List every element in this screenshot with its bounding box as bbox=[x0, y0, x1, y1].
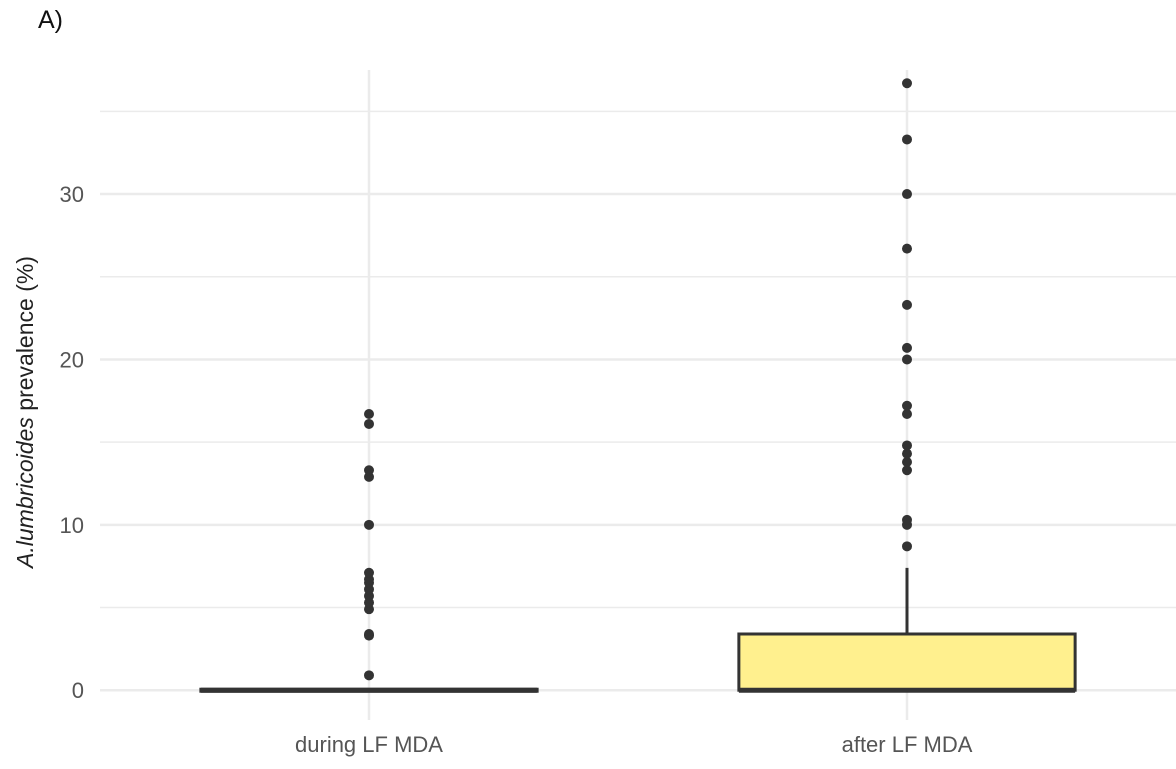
y-tick-label: 10 bbox=[60, 513, 84, 538]
outlier-point bbox=[364, 670, 374, 681]
boxes-layer bbox=[199, 567, 1077, 693]
outlier-point bbox=[364, 409, 374, 420]
x-tick-label: after LF MDA bbox=[842, 732, 973, 757]
outlier-point bbox=[902, 78, 912, 89]
y-axis-title: A.lumbricoides prevalence (%) bbox=[12, 256, 38, 570]
panel-label: A) bbox=[38, 6, 63, 34]
y-tick-label: 30 bbox=[60, 182, 84, 207]
outlier-points-layer bbox=[364, 78, 912, 681]
outlier-point bbox=[902, 514, 912, 525]
outlier-point bbox=[902, 243, 912, 254]
outlier-point bbox=[364, 628, 374, 639]
outlier-point bbox=[902, 456, 912, 467]
outlier-point bbox=[902, 189, 912, 200]
y-tick-label: 20 bbox=[60, 347, 84, 372]
y-tick-label: 0 bbox=[72, 678, 84, 703]
y-axis-title-rest: prevalence (%) bbox=[12, 256, 38, 417]
outlier-point bbox=[364, 567, 374, 578]
y-axis-title-species: A.lumbricoides bbox=[12, 417, 38, 570]
outlier-point bbox=[902, 342, 912, 353]
outlier-point bbox=[364, 465, 374, 476]
outlier-point bbox=[902, 354, 912, 365]
outlier-point bbox=[364, 519, 374, 530]
grid-major bbox=[100, 70, 1176, 720]
x-tick-label: during LF MDA bbox=[295, 732, 443, 757]
outlier-point bbox=[902, 299, 912, 310]
grid-minor bbox=[100, 110, 1176, 609]
box-1 bbox=[737, 632, 1077, 692]
outlier-point bbox=[902, 409, 912, 420]
outlier-point bbox=[364, 418, 374, 429]
outlier-point bbox=[902, 465, 912, 476]
outlier-point bbox=[902, 440, 912, 451]
outlier-point bbox=[902, 448, 912, 459]
outlier-point bbox=[902, 134, 912, 145]
y-tick-labels: 0 10 20 30 bbox=[60, 182, 84, 703]
outlier-point bbox=[902, 541, 912, 552]
outlier-point bbox=[902, 400, 912, 411]
x-tick-labels: during LF MDA after LF MDA bbox=[295, 732, 973, 757]
